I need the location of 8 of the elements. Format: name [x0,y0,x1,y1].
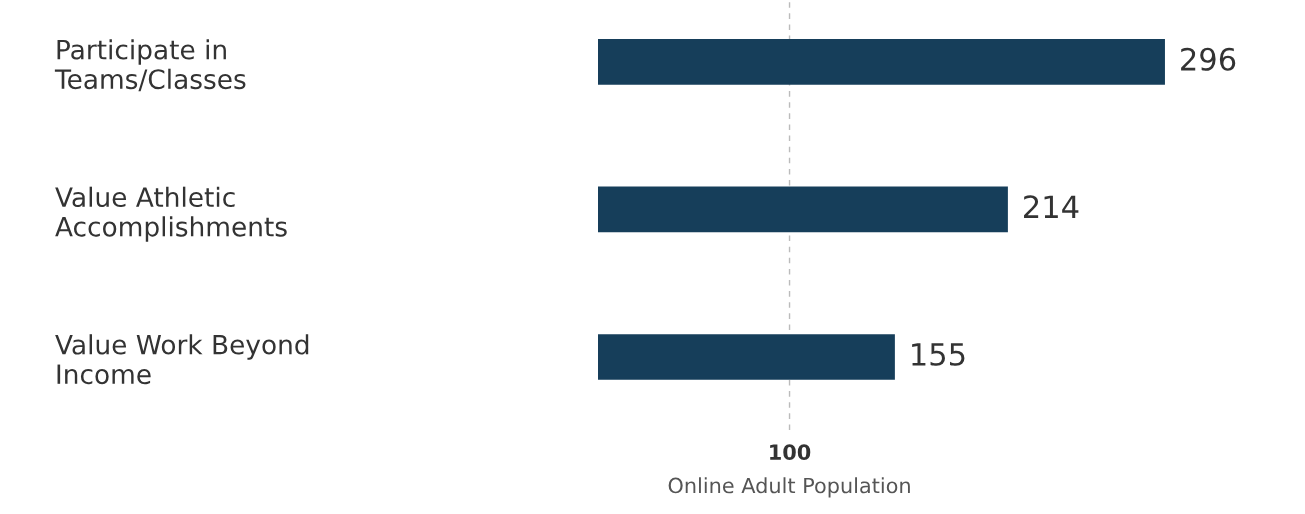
data-label: 296 [1181,47,1236,71]
ref-line-label: 100 [770,444,811,461]
y-tick-label: Participate in Teams/Classes [54,39,246,92]
y-tick-label: Value Athletic Accomplishments [55,186,287,242]
data-label: 214 [1024,195,1079,218]
y-tick-label: Value Work Beyond Income [55,334,309,385]
x-axis-title: Online Adult Population [668,477,910,498]
data-label: 155 [912,343,965,366]
